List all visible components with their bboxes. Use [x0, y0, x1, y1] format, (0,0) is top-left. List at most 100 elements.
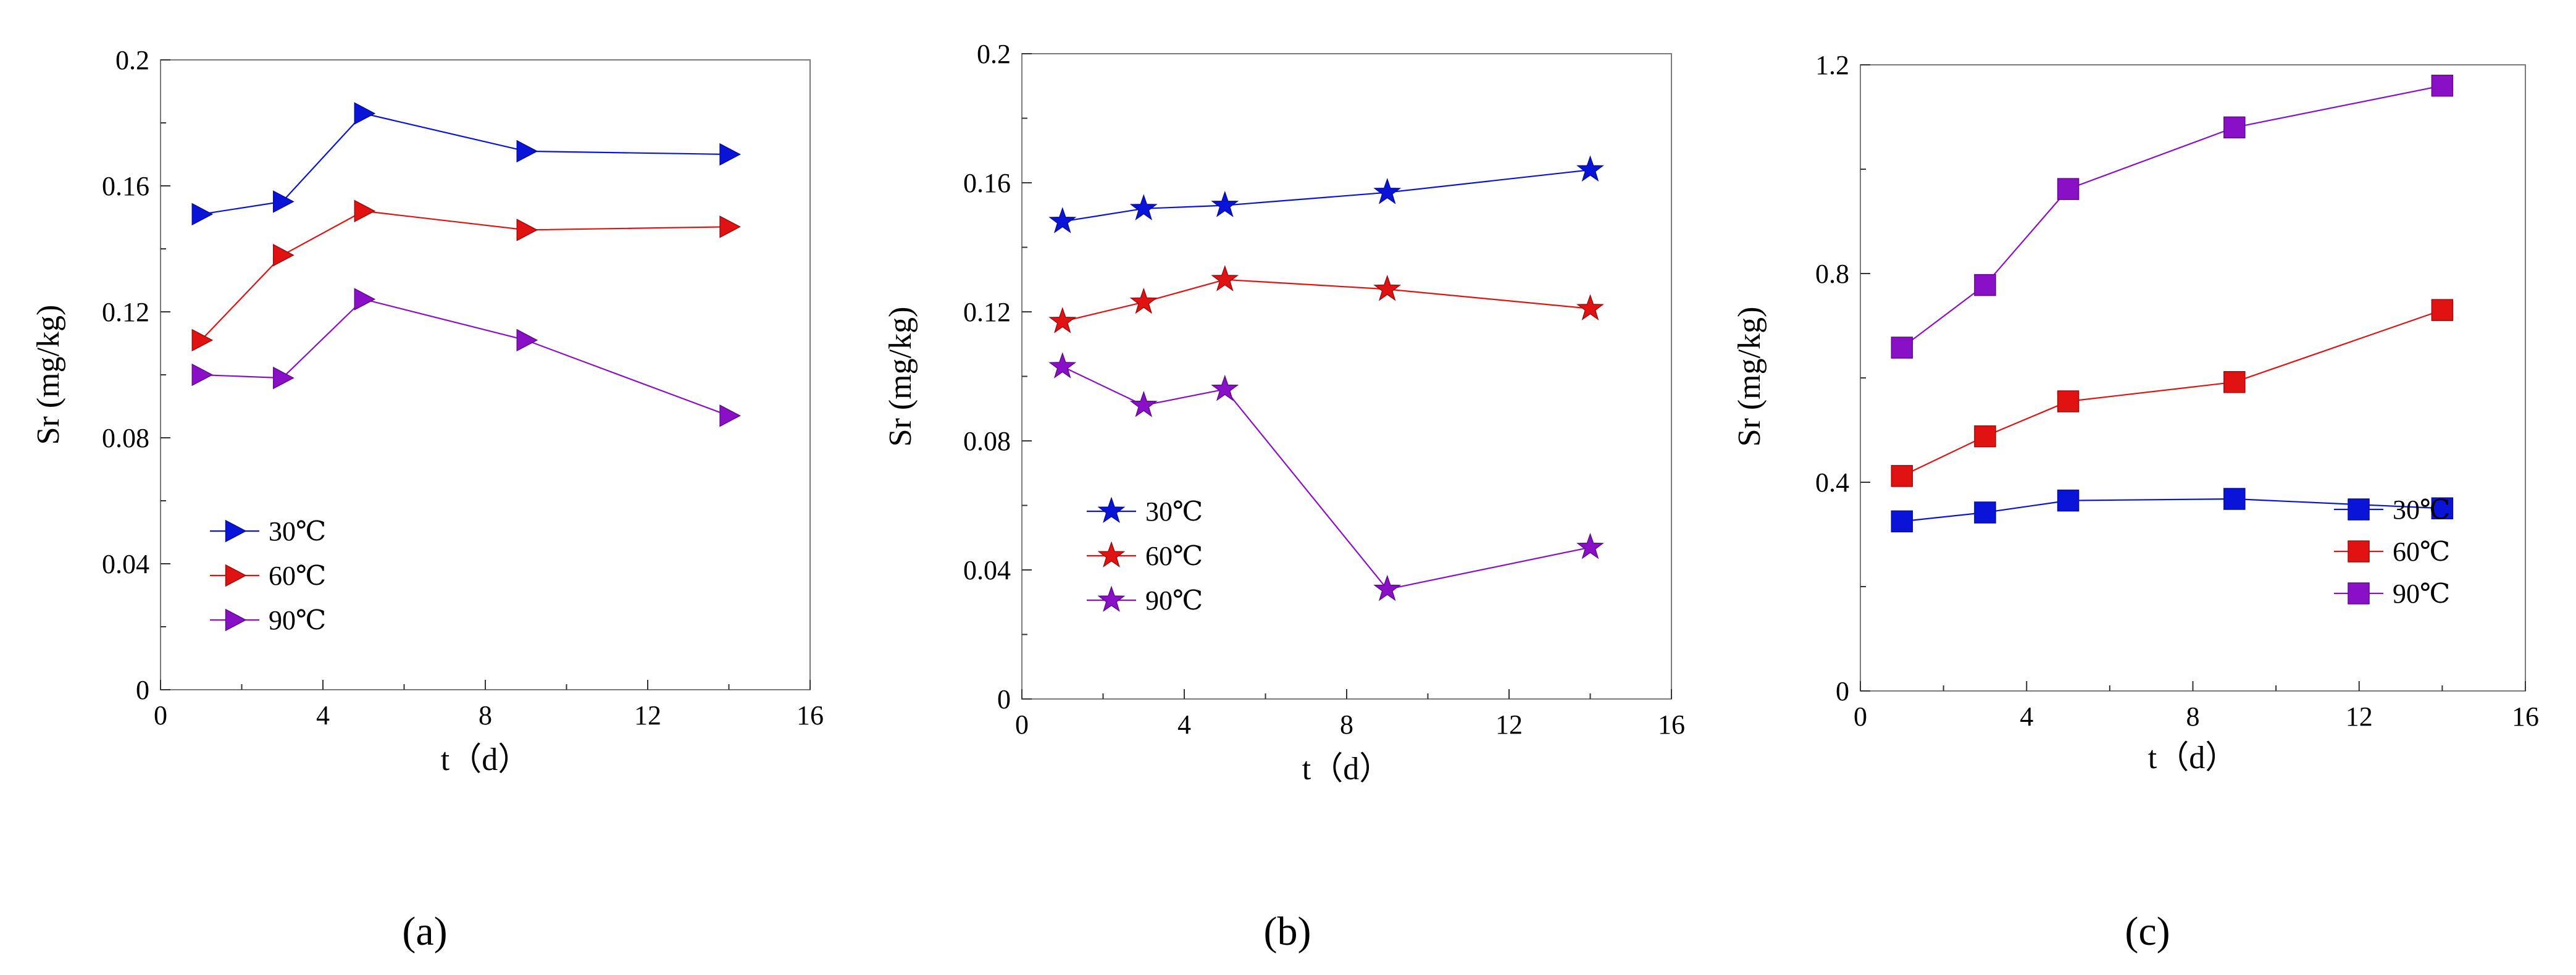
x-tick-label: 16 [797, 700, 824, 730]
axis-ticks: 0 4 8 12 16 0 0.4 0.8 1.2 [1815, 50, 2539, 732]
y-axis-label: Sr (mg/kg) [1732, 307, 1767, 447]
data-point [2431, 497, 2454, 519]
x-tick-label: 12 [2346, 701, 2373, 732]
legend-label: 30℃ [2393, 495, 2450, 525]
data-point [354, 199, 376, 223]
data-point [191, 363, 214, 387]
x-tick-label: 0 [1015, 709, 1029, 740]
x-tick-label: 4 [2020, 701, 2033, 732]
data-point [2223, 371, 2246, 393]
data-point [1373, 574, 1402, 601]
data-point [1974, 501, 1996, 524]
legend-item: 60℃ [210, 561, 326, 591]
data-point [1129, 287, 1158, 314]
plot-frame [1021, 53, 1672, 700]
data-point [273, 190, 295, 213]
data-point [1048, 307, 1077, 333]
y-tick-label: 0.4 [1815, 467, 1849, 498]
series-layer [1048, 155, 1604, 601]
data-point [273, 243, 295, 267]
legend-label: 60℃ [1145, 541, 1203, 571]
data-point [1048, 207, 1077, 233]
data-point [2431, 75, 2454, 97]
legend-item: 60℃ [2334, 537, 2450, 567]
data-point [1211, 265, 1239, 291]
y-tick-label: 1.2 [1815, 50, 1849, 80]
plot-frame [160, 59, 811, 690]
legend-label: 60℃ [269, 561, 326, 591]
legend-marker [1097, 585, 1126, 613]
data-point [1211, 190, 1239, 217]
data-point [2057, 178, 2080, 200]
x-axis-label: t（d） [2148, 740, 2237, 776]
data-point [273, 366, 295, 390]
legend-label: 30℃ [269, 516, 326, 546]
data-point [516, 219, 538, 241]
data-point [719, 404, 741, 427]
x-tick-label: 12 [1495, 709, 1523, 740]
legend: 30℃ 60℃ 90℃ [210, 516, 326, 635]
data-point [2057, 390, 2080, 412]
data-point [2057, 489, 2080, 512]
y-tick-label: 0 [997, 684, 1011, 714]
y-tick-label: 0.04 [963, 555, 1011, 585]
series-layer [191, 102, 741, 427]
y-tick-label: 0 [136, 675, 149, 705]
data-point [1891, 510, 1913, 533]
legend-marker [225, 564, 247, 587]
data-point [1129, 194, 1158, 220]
chart-panel-b: 0 4 8 12 16 0 0.04 0.08 0.12 0.16 0.2 30℃ 60℃ 90℃ t（… [883, 39, 1685, 954]
y-tick-label: 0.12 [963, 297, 1011, 327]
data-point [719, 143, 741, 166]
data-point [2223, 488, 2246, 510]
data-point [191, 328, 214, 352]
x-tick-label: 16 [2512, 701, 2539, 732]
x-tick-label: 8 [1340, 709, 1353, 740]
data-point [354, 288, 376, 311]
axis-ticks: 0 4 8 12 16 0 0.04 0.08 0.12 0.16 0.2 [102, 45, 824, 730]
panel-label: (c) [2125, 909, 2170, 954]
legend-marker [1097, 541, 1126, 568]
y-tick-label: 0.16 [963, 168, 1011, 198]
legend-item: 90℃ [2334, 579, 2450, 609]
data-point [1576, 532, 1604, 559]
x-tick-label: 8 [479, 700, 492, 730]
y-tick-label: 0.12 [102, 297, 149, 327]
data-point [1576, 155, 1604, 182]
data-point [1211, 374, 1239, 401]
legend-marker [2348, 498, 2370, 521]
chart-panel-c: 0 4 8 12 16 0 0.4 0.8 1.2 30℃ 60℃ 90℃ t（d） Sr (mg/… [1732, 50, 2539, 954]
x-tick-label: 0 [154, 700, 167, 730]
data-point [2431, 299, 2454, 321]
legend: 30℃ 60℃ 90℃ [1087, 496, 1203, 616]
legend-item: 30℃ [210, 516, 326, 546]
data-point [516, 140, 538, 163]
plot-frame [1860, 64, 2526, 692]
legend-marker [225, 519, 247, 543]
legend-item: 90℃ [1087, 585, 1203, 616]
data-point [354, 102, 376, 125]
axis-ticks: 0 4 8 12 16 0 0.04 0.08 0.12 0.16 0.2 [963, 39, 1685, 740]
legend-marker [1097, 496, 1126, 524]
data-point [1891, 465, 1913, 487]
y-tick-label: 0.08 [102, 423, 149, 453]
data-point [1974, 274, 1996, 296]
y-tick-label: 0.2 [977, 39, 1011, 69]
data-point [1891, 337, 1913, 359]
chart-panel-a: 0 4 8 12 16 0 0.04 0.08 0.12 0.16 0.2 30℃ 60℃ 90℃ t（… [31, 45, 824, 954]
x-tick-label: 12 [634, 700, 661, 730]
legend-marker [2348, 540, 2370, 563]
x-tick-label: 4 [1177, 709, 1191, 740]
legend-label: 90℃ [2393, 579, 2450, 609]
legend-item: 60℃ [1087, 541, 1203, 571]
legend-marker [225, 608, 247, 632]
legend-item: 30℃ [2334, 495, 2450, 525]
x-tick-label: 8 [2186, 701, 2200, 732]
y-axis-label: Sr (mg/kg) [31, 305, 66, 445]
data-point [191, 203, 214, 226]
data-point [1373, 178, 1402, 204]
data-point [1576, 294, 1604, 320]
legend-marker [2348, 582, 2370, 605]
